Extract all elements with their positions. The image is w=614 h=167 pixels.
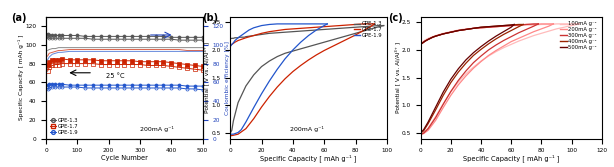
Legend: 100mA g⁻¹, 200mA g⁻¹, 300mA g⁻¹, 400mA g⁻¹, 500mA g⁻¹: 100mA g⁻¹, 200mA g⁻¹, 300mA g⁻¹, 400mA g…: [558, 19, 599, 52]
X-axis label: Specific Capacity [ mAh g⁻¹ ]: Specific Capacity [ mAh g⁻¹ ]: [463, 155, 559, 162]
X-axis label: Cycle Number: Cycle Number: [101, 155, 148, 161]
Y-axis label: Potential [ V vs. Al/Al³⁺ ]: Potential [ V vs. Al/Al³⁺ ]: [204, 42, 210, 113]
Text: (b): (b): [202, 13, 218, 23]
Text: 25 °C: 25 °C: [106, 73, 124, 79]
Text: (c): (c): [388, 13, 403, 23]
Y-axis label: Potential [ V vs. Al/Al³⁺ ]: Potential [ V vs. Al/Al³⁺ ]: [394, 42, 400, 113]
Y-axis label: Coulombic efficiency [%]: Coulombic efficiency [%]: [225, 41, 230, 115]
Legend: GPE-1.3, GPE-1.7, GPE-1.9: GPE-1.3, GPE-1.7, GPE-1.9: [49, 117, 79, 136]
Text: 200mA g⁻¹: 200mA g⁻¹: [290, 126, 324, 132]
X-axis label: Specific Capacity [ mAh g⁻¹ ]: Specific Capacity [ mAh g⁻¹ ]: [260, 155, 357, 162]
Y-axis label: Specific Capacity [ mAh g⁻¹ ]: Specific Capacity [ mAh g⁻¹ ]: [18, 35, 24, 120]
Text: 200mA g⁻¹: 200mA g⁻¹: [140, 126, 174, 132]
Text: (a): (a): [12, 13, 27, 23]
Legend: GPE-1.3, GPE-1.7, GPE-1.9: GPE-1.3, GPE-1.7, GPE-1.9: [351, 19, 384, 40]
